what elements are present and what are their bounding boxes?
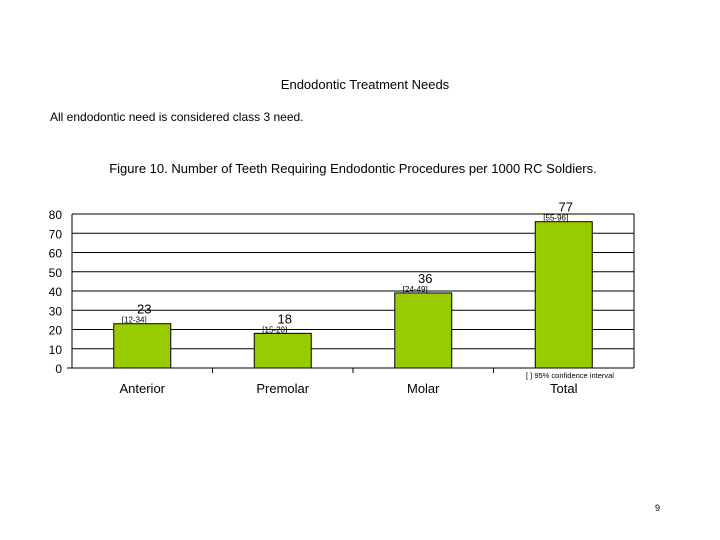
ci-label: [55-96] [543,214,568,223]
y-tick-label: 40 [49,285,63,299]
figure-title: Figure 10. Number of Teeth Requiring End… [109,161,597,176]
page-number: 9 [654,503,660,513]
bar [253,332,312,369]
value-label: 18 [278,311,292,326]
bar [394,292,453,369]
y-tick-label: 20 [49,324,63,338]
x-tick-label: Total [550,381,578,396]
value-label: 36 [418,271,432,286]
ci-legend-note: [ ] 95% confidence interval [526,371,614,380]
y-tick-label: 0 [55,362,62,376]
x-tick-label: Molar [407,381,440,396]
y-tick-label: 80 [49,208,63,222]
x-tick-label: Premolar [256,381,309,396]
x-tick-label: Anterior [119,381,165,396]
y-tick-label: 30 [49,304,63,318]
ci-label: [12-34] [122,316,147,325]
bar [534,221,593,369]
value-label: 23 [137,302,151,317]
y-tick-label: 50 [49,266,63,280]
y-tick-label: 10 [49,343,63,357]
class-note: All endodontic need is considered class … [50,110,304,124]
value-label: 77 [559,200,573,215]
y-tick-label: 70 [49,227,63,241]
ci-label: [15-20] [262,325,287,334]
y-tick-label: 60 [49,247,63,261]
page-heading: Endodontic Treatment Needs [280,77,450,92]
bar [113,323,172,369]
ci-label: [24-49] [403,285,428,294]
